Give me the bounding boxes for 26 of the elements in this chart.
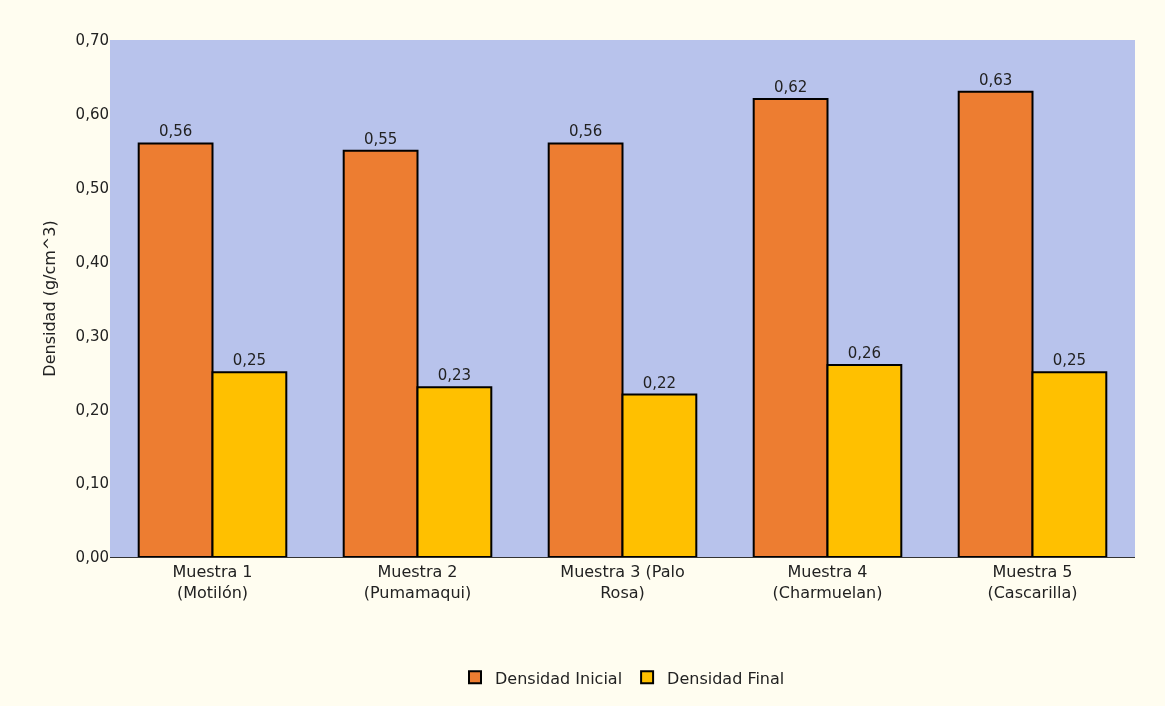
legend-label: Densidad Final — [667, 668, 785, 688]
y-tick-label: 0,10 — [75, 474, 109, 493]
y-axis-title: Densidad (g/cm^3) — [40, 220, 60, 377]
x-tick-label: Muestra 5 (Cascarilla) — [987, 562, 1078, 602]
data-label: 0,26 — [847, 343, 882, 362]
y-tick-label: 0,50 — [75, 178, 109, 197]
data-label: 0,22 — [642, 373, 677, 392]
y-tick-label: 0,00 — [75, 548, 109, 567]
data-label: 0,62 — [773, 78, 808, 97]
x-tick-label: Muestra 3 (Palo Rosa) — [560, 562, 685, 602]
y-tick-label: 0,60 — [75, 105, 109, 124]
data-label: 0,63 — [978, 70, 1013, 89]
y-tick-label: 0,30 — [75, 326, 109, 345]
x-tick-label: Muestra 4 (Charmuelan) — [772, 562, 883, 602]
data-label: 0,25 — [232, 351, 267, 370]
legend-label: Densidad Inicial — [495, 668, 623, 688]
data-label: 0,55 — [363, 129, 398, 148]
x-tick-label: Muestra 2 (Pumamaqui) — [363, 562, 472, 602]
data-label: 0,25 — [1052, 351, 1087, 370]
data-label: 0,56 — [158, 122, 193, 141]
data-label: 0,56 — [568, 122, 603, 141]
data-label: 0,23 — [437, 366, 472, 385]
x-tick-label: Muestra 1 (Motilón) — [172, 562, 253, 602]
y-tick-label: 0,40 — [75, 252, 109, 271]
y-tick-label: 0,70 — [75, 31, 109, 50]
y-tick-label: 0,20 — [75, 400, 109, 419]
